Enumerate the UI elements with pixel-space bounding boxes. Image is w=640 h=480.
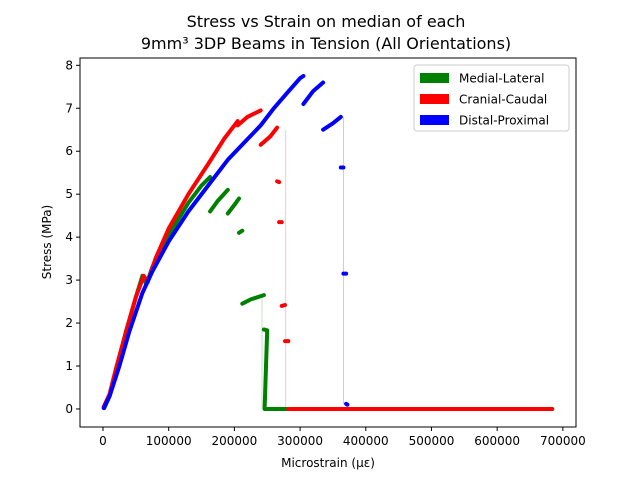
series-medial-lateral — [102, 175, 434, 411]
series-line-distal-proximal — [321, 114, 343, 132]
series-line-cranial-caudal — [279, 303, 287, 308]
series-distal-proximal — [101, 74, 350, 411]
legend-swatch — [420, 73, 449, 83]
series-cranial-caudal — [101, 108, 555, 411]
x-tick-label: 0 — [99, 434, 107, 448]
x-axis-label: Microstrain (με) — [281, 456, 375, 470]
y-tick-label: 3 — [65, 273, 73, 287]
legend-swatch — [420, 94, 449, 104]
x-tick-label: 400000 — [343, 434, 389, 448]
x-tick-label: 100000 — [146, 434, 192, 448]
y-tick-label: 1 — [65, 359, 73, 373]
legend-item-distal-proximal: Distal-Proximal — [420, 114, 549, 128]
x-tick-label: 300000 — [277, 434, 323, 448]
series-line-medial-lateral — [237, 228, 245, 235]
series-line-medial-lateral — [240, 293, 266, 306]
y-tick-label: 2 — [65, 316, 73, 330]
series-line-distal-proximal — [301, 80, 326, 106]
y-axis: 0 1 2 3 4 5 6 7 8 — [65, 58, 80, 416]
legend-label: Medial-Lateral — [459, 72, 544, 86]
series-line-cranial-caudal — [101, 108, 263, 409]
legend-item-cranial-caudal: Cranial-Caudal — [420, 93, 547, 107]
series-line-distal-proximal — [101, 74, 306, 411]
legend-box — [413, 64, 570, 132]
series-line-cranial-caudal — [275, 179, 282, 185]
plot-area — [101, 74, 555, 411]
series-line-medial-lateral — [102, 175, 213, 411]
y-tick-label: 0 — [65, 402, 73, 416]
x-tick-label: 700000 — [540, 434, 586, 448]
chart-title-line-2: 9mm³ 3DP Beams in Tension (All Orientati… — [141, 34, 511, 53]
y-axis-label: Stress (MPa) — [40, 205, 54, 279]
legend: Medial-Lateral Cranial-Caudal Distal-Proxi… — [413, 64, 570, 132]
series-line-cranial-caudal — [258, 125, 280, 147]
y-tick-label: 4 — [65, 230, 73, 244]
legend-label: Distal-Proximal — [459, 114, 549, 128]
y-tick-label: 5 — [65, 187, 73, 201]
plot-frame — [79, 57, 577, 428]
x-tick-label: 200000 — [211, 434, 257, 448]
legend-item-medial-lateral: Medial-Lateral — [420, 72, 544, 86]
series-line-distal-proximal — [344, 401, 350, 407]
x-tick-label: 600000 — [474, 434, 520, 448]
y-tick-label: 7 — [65, 101, 73, 115]
legend-swatch — [420, 115, 449, 125]
series-line-medial-lateral — [208, 187, 230, 214]
legend-label: Cranial-Caudal — [459, 93, 547, 107]
y-tick-label: 6 — [65, 144, 73, 158]
chart-title-line-1: Stress vs Strain on median of each — [187, 12, 466, 31]
x-axis: 0 100000 200000 300000 400000 500000 600000 700… — [99, 427, 586, 448]
x-tick-label: 500000 — [409, 434, 455, 448]
series-line-medial-lateral — [225, 196, 241, 216]
y-tick-label: 8 — [65, 58, 73, 72]
